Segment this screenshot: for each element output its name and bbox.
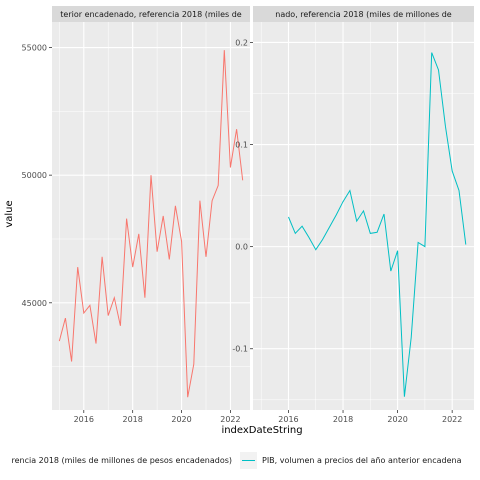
panel-left: terior encadenado, referencia 2018 (mile…: [22, 6, 250, 424]
y-tick-label: -0.1: [232, 345, 248, 354]
legend-label: PIB, volumen a precios del año anterior …: [262, 456, 462, 465]
facet-strip: [52, 6, 250, 22]
y-tick-label: 50000: [22, 171, 47, 180]
x-tick-label: 2016: [278, 415, 298, 424]
y-axis-title: value: [4, 200, 15, 227]
legend-label: rencia 2018 (miles de millones de pesos …: [11, 456, 232, 465]
y-tick-label: 55000: [22, 44, 47, 53]
x-tick-label: 2018: [122, 415, 142, 424]
plot-background: [52, 22, 250, 410]
plot-background: [253, 22, 474, 410]
x-tick-label: 2018: [333, 415, 353, 424]
x-axis-title: indexDateString: [221, 425, 302, 436]
x-tick-label: 2020: [387, 415, 407, 424]
legend: rencia 2018 (miles de millones de pesos …: [11, 452, 462, 469]
y-tick-label: 0.1: [235, 141, 248, 150]
x-tick-label: 2020: [171, 415, 191, 424]
series-line: [58, 50, 244, 398]
facet-strip: [253, 6, 474, 22]
series-line: [288, 52, 467, 397]
x-tick-label: 2022: [220, 415, 240, 424]
x-tick-label: 2016: [74, 415, 94, 424]
y-tick-label: 45000: [22, 299, 47, 308]
y-tick-label: 0.0: [235, 243, 248, 252]
panel-right: nado, referencia 2018 (miles de millones…: [232, 6, 474, 424]
facet-strip-label: nado, referencia 2018 (miles de millones…: [275, 10, 452, 19]
x-tick-label: 2022: [442, 415, 462, 424]
facet-strip-label: terior encadenado, referencia 2018 (mile…: [60, 10, 242, 19]
y-tick-label: 0.2: [235, 38, 248, 47]
